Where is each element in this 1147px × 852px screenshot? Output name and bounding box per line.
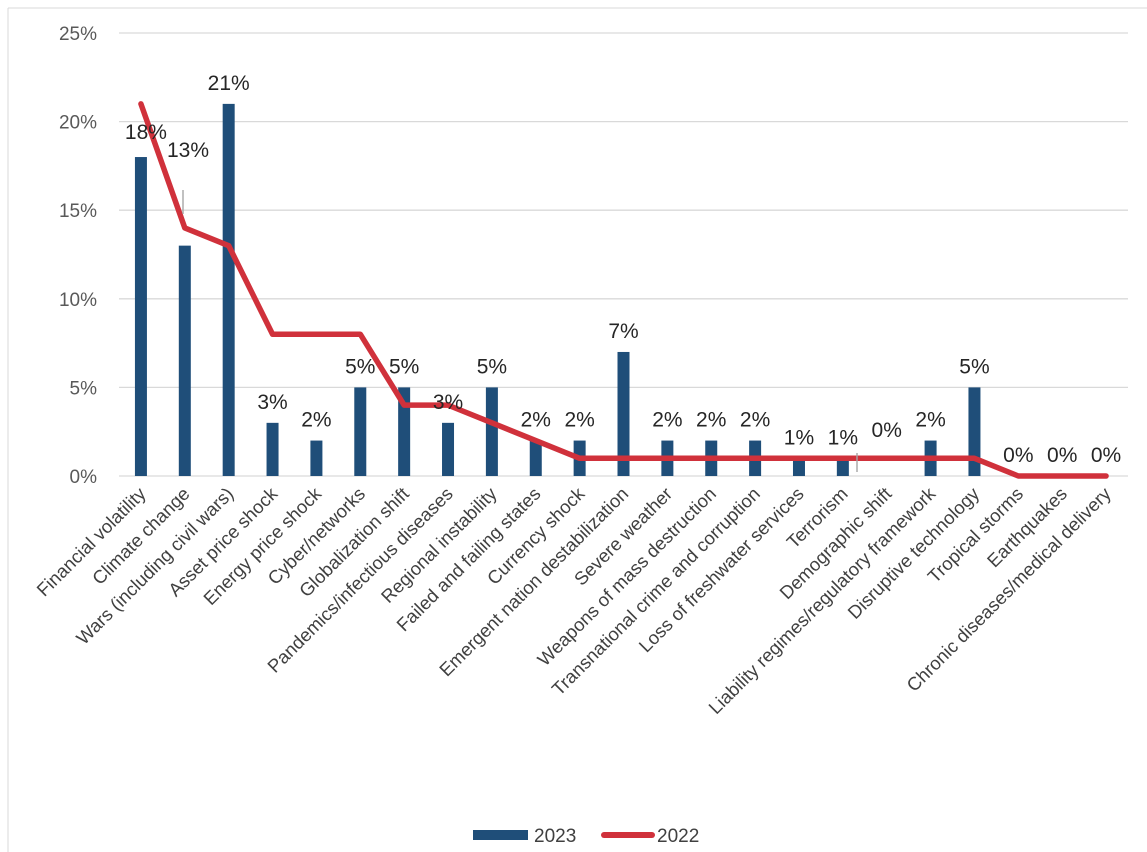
bar-emergent-nation-destabilization [617, 351, 630, 476]
bar-wars-including-civil-wars [222, 103, 235, 476]
data-label-terrorism: 1% [828, 426, 858, 449]
data-label-severe-weather: 2% [652, 409, 682, 432]
bar-loss-of-freshwater-services [792, 458, 805, 476]
legend-label-2023: 2023 [534, 826, 576, 847]
data-label-earthquakes: 0% [1047, 444, 1077, 467]
data-label-cyber-networks: 5% [345, 355, 375, 378]
data-labels: 18%13% 21% 3% 2% 5% 5% 3% 5% 2% 2% 7% 2% 2% 2% 1% 1% 0% 2… [125, 72, 1121, 472]
data-label-asset-price-shock: 3% [257, 391, 287, 414]
data-label-loss-of-freshwater-services: 1% [784, 426, 814, 449]
y-tick-label: 10% [59, 290, 97, 311]
data-label-regional-instability: 5% [477, 355, 507, 378]
line-2022 [138, 101, 1109, 479]
bar-globalization-shift [398, 387, 411, 476]
bar-disruptive-technology [968, 387, 981, 476]
bar-financial-volatility [134, 157, 147, 477]
bar-terrorism [836, 458, 849, 476]
y-tick-label: 20% [59, 113, 97, 134]
y-tick-label: 25% [59, 24, 97, 45]
legend-label-2022: 2022 [657, 826, 699, 847]
legend-swatch-2023 [473, 830, 528, 840]
data-label-energy-price-shock: 2% [301, 409, 331, 432]
bar-cyber-networks [354, 387, 367, 476]
data-label-currency-shock: 2% [564, 409, 594, 432]
bar-asset-price-shock [266, 422, 279, 476]
data-label-liability-regimes-regulatory-framework: 2% [915, 409, 945, 432]
data-label-emergent-nation-destabilization: 7% [608, 320, 638, 343]
y-tick-label: 0% [70, 467, 98, 488]
data-label-wars-including-civil-wars: 21% [208, 72, 250, 95]
y-tick-label: 15% [59, 201, 97, 222]
data-label-financial-volatility: 18% [125, 121, 167, 144]
data-label-weapons-of-mass-destruction: 2% [696, 409, 726, 432]
bar-climate-change [178, 245, 191, 476]
data-label-demographic-shift: 0% [872, 419, 902, 442]
data-label-chronic-diseases-medical-delivery: 0% [1091, 444, 1121, 467]
data-label-failed-and-failing-states: 2% [521, 409, 551, 432]
data-label-transnational-crime-and-corruption: 2% [740, 409, 770, 432]
y-axis-ticks: 0% 5% 10% 15% 20% 25% [59, 24, 97, 488]
y-tick-label: 5% [70, 378, 98, 399]
series-line-2022 [138, 101, 1109, 479]
legend: 2023 2022 [473, 826, 699, 847]
bar-pandemics-infectious-diseases [442, 422, 455, 476]
bars-2023 [134, 103, 981, 477]
bar-energy-price-shock [310, 440, 323, 476]
data-label-disruptive-technology: 5% [959, 355, 989, 378]
data-label-pandemics-infectious-diseases: 3% [433, 391, 463, 414]
data-label-tropical-storms: 0% [1003, 444, 1033, 467]
data-label-globalization-shift: 5% [389, 355, 419, 378]
bar-failed-and-failing-states [529, 440, 542, 476]
data-label-climate-change: 13% [167, 139, 209, 162]
bar-regional-instability [485, 387, 498, 476]
